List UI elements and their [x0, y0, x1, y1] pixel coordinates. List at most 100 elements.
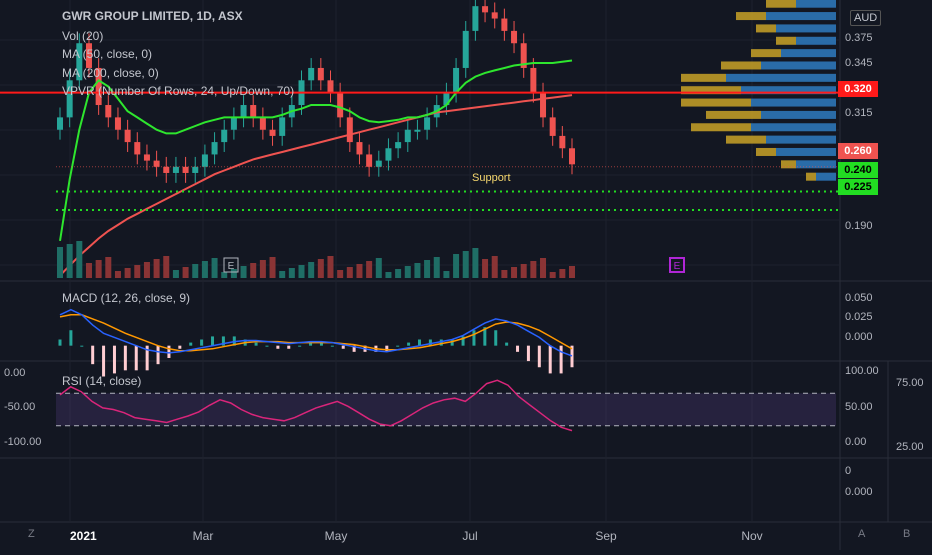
volume-bar-50: [540, 258, 547, 278]
time-tick-4: Sep: [595, 529, 617, 543]
rsi-right-tick-2: 0.00: [845, 436, 866, 448]
volume-bar-39: [433, 257, 440, 278]
volume-bar-40: [443, 271, 450, 278]
macd-tick-1: 0.025: [845, 311, 873, 323]
price-tick-1: 0.345: [845, 57, 873, 69]
macd-hist-bar-45: [548, 345, 552, 374]
volume-bar-16: [211, 258, 218, 278]
candle-body-29: [337, 92, 344, 118]
volume-bar-53: [569, 266, 575, 278]
macd-hist-bar-13: [200, 339, 204, 346]
candle-body-47: [511, 30, 518, 44]
volume-bar-49: [530, 261, 537, 278]
macd-hist-bar-18: [254, 342, 258, 346]
macd-hist-bar-38: [472, 330, 476, 346]
candle-body-51: [549, 117, 556, 136]
candle-body-30: [346, 117, 353, 143]
ma200-line: [59, 94, 573, 277]
candle-body-34: [385, 148, 392, 161]
candle-body-6: [114, 117, 121, 130]
vol-legend[interactable]: Vol (20): [62, 29, 104, 43]
rsi-far-tick-0: 75.00: [896, 377, 924, 389]
candle-body-15: [201, 154, 208, 167]
candle-body-48: [520, 43, 527, 68]
volume-bar-8: [134, 265, 141, 278]
log-scale-button[interactable]: B: [903, 528, 911, 540]
candle-body-40: [443, 92, 450, 106]
candle-body-42: [462, 30, 469, 68]
candle-body-28: [327, 80, 334, 93]
macd-hist-bar-15: [221, 336, 225, 346]
vpvr-up-bar-14: [816, 172, 836, 181]
macd-hist-bar-10: [167, 345, 171, 358]
macd-hist-bar-14: [211, 336, 215, 346]
macd-hist-bar-44: [537, 345, 541, 368]
volume-bar-5: [105, 257, 112, 278]
candle-body-5: [105, 105, 112, 118]
candle-body-33: [375, 160, 382, 167]
candle-body-32: [366, 154, 373, 167]
candle-body-49: [530, 67, 537, 93]
volume-bar-19: [240, 266, 247, 278]
macd-hist-bar-3: [91, 345, 95, 365]
vpvr-up-bar-12: [776, 147, 836, 156]
macd-hist-bar-31: [396, 345, 400, 347]
earnings-marker-future: [669, 257, 685, 273]
volume-bar-52: [559, 269, 566, 278]
time-tick-5: Nov: [741, 529, 762, 543]
vpvr-down-bar-1: [736, 12, 766, 21]
macd-hist-bar-47: [570, 345, 574, 368]
macd-hist-bar-27: [352, 345, 356, 352]
candle-body-27: [317, 67, 324, 81]
macd-hist-bar-34: [428, 339, 432, 346]
macd-hist-bar-24: [319, 342, 323, 346]
rsi-right-tick-0: 100.00: [845, 365, 879, 377]
vpvr-down-bar-5: [721, 61, 761, 70]
volume-bar-3: [85, 263, 92, 278]
currency-label[interactable]: AUD: [850, 10, 882, 26]
volume-bar-47: [511, 267, 518, 278]
volume-bar-43: [472, 248, 479, 278]
volume-bar-9: [143, 262, 150, 278]
volume-bar-12: [172, 270, 179, 278]
price-tick-3: 0.315: [845, 107, 873, 119]
vpvr-legend[interactable]: VPVR (Number Of Rows, 24, Up/Down, 70): [62, 84, 295, 98]
volume-bar-44: [482, 259, 489, 278]
candle-body-26: [308, 67, 315, 81]
rsi-legend[interactable]: RSI (14, close): [62, 374, 142, 388]
vpvr-down-bar-14: [806, 172, 816, 181]
volume-bar-18: [230, 269, 237, 278]
volume-bar-46: [501, 270, 508, 278]
candle-body-23: [279, 117, 286, 136]
candle-body-50: [540, 92, 547, 118]
rsi-left-tick-0: 0.00: [4, 367, 25, 379]
extra-tick-0: 0: [845, 465, 851, 477]
macd-hist-bar-4: [102, 345, 106, 377]
macd-hist-bar-20: [276, 345, 280, 349]
candle-body-11: [163, 166, 170, 173]
macd-hist-bar-40: [494, 330, 498, 346]
rsi-line: [59, 379, 573, 432]
volume-bar-20: [250, 263, 257, 278]
volume-bar-31: [356, 264, 363, 278]
time-tick-3: Jul: [462, 529, 477, 543]
candle-body-9: [143, 154, 150, 161]
auto-scale-button[interactable]: A: [858, 528, 866, 540]
time-tick-2: May: [325, 529, 348, 543]
vpvr-up-bar-9: [761, 110, 836, 119]
macd-hist-bar-21: [287, 345, 291, 349]
vpvr-up-bar-11: [766, 135, 836, 144]
ma200-legend[interactable]: MA (200, close, 0): [62, 66, 159, 80]
candle-body-4: [95, 67, 102, 106]
macd-hist-bar-23: [309, 342, 313, 346]
macd-tick-0: 0.050: [845, 292, 873, 304]
ma50-legend[interactable]: MA (50, close, 0): [62, 47, 153, 61]
vpvr-down-bar-6: [681, 73, 726, 82]
macd-legend[interactable]: MACD (12, 26, close, 9): [62, 291, 191, 305]
macd-hist-bar-32: [407, 342, 411, 346]
volume-bar-34: [385, 272, 392, 278]
timezone-button[interactable]: Z: [28, 528, 35, 540]
volume-bar-17: [221, 272, 228, 278]
